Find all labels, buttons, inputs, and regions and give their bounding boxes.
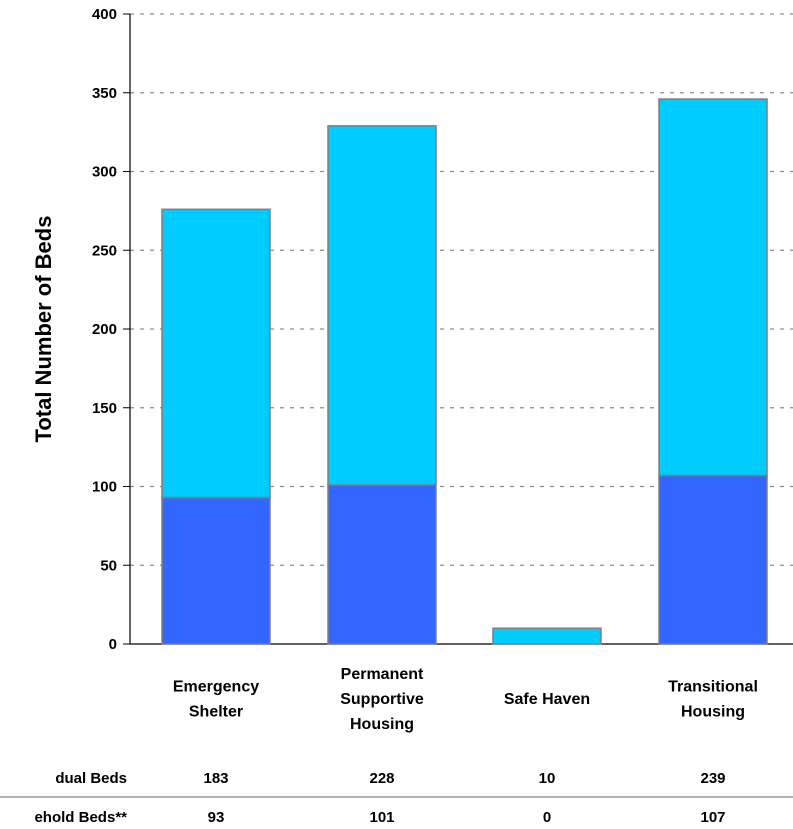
category-label: Housing [681, 704, 745, 721]
table-cell: 239 [700, 770, 725, 787]
y-tick-label: 300 [92, 164, 117, 181]
bar-individual-beds [327, 125, 437, 486]
y-tick-label: 350 [92, 85, 117, 102]
table-row-label: dual Beds [55, 770, 127, 787]
bars [161, 98, 768, 645]
y-axis-label: Total Number of Beds [31, 216, 56, 443]
category-label: Safe Haven [504, 691, 590, 708]
category-label: Permanent [341, 666, 424, 683]
bar-household-beds [327, 484, 437, 645]
y-tick-label: 100 [92, 479, 117, 496]
bar-individual-beds [492, 627, 602, 645]
category-label: Emergency [173, 679, 259, 696]
table-cell: 228 [369, 770, 394, 787]
category-labels: Emergency Shelter Permanent Supportive Housi… [173, 666, 758, 733]
table-row-label: ehold Beds** [34, 809, 127, 826]
category-label: Supportive [340, 691, 424, 708]
table-cell: 183 [203, 770, 228, 787]
y-tick-label: 400 [92, 6, 117, 23]
y-tick-label: 200 [92, 321, 117, 338]
bar-individual-beds [161, 208, 271, 499]
table-cell: 101 [369, 809, 394, 826]
table-cell: 0 [543, 809, 551, 826]
table-cell: 93 [208, 809, 225, 826]
y-tick-label: 0 [109, 636, 117, 653]
y-tick-label: 50 [100, 557, 117, 574]
bar-household-beds [658, 474, 768, 645]
category-label: Housing [350, 716, 414, 733]
y-tick-label: 150 [92, 400, 117, 417]
category-label: Transitional [668, 679, 758, 696]
bar-household-beds [161, 496, 271, 645]
table-cell: 107 [700, 809, 725, 826]
y-tick-label: 250 [92, 242, 117, 259]
data-table: dual Beds 183 228 10 239 ehold Beds** 93 101 0 10… [0, 770, 793, 826]
table-cell: 10 [539, 770, 556, 787]
bar-individual-beds [658, 98, 768, 477]
category-label: Shelter [189, 704, 243, 721]
